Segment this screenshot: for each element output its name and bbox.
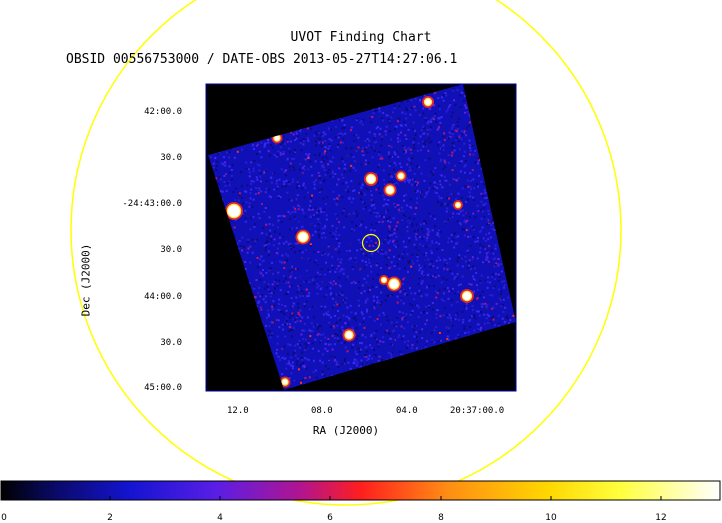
colorbar-tick-label: 4 — [217, 513, 223, 523]
star — [463, 292, 471, 300]
colorbar-tick-label: 12 — [655, 513, 666, 523]
x-tick-label: 12.0 — [227, 406, 249, 416]
star — [390, 280, 399, 289]
colorbar-tick-label: 0 — [1, 513, 7, 523]
chart-title: UVOT Finding Chart — [0, 30, 722, 45]
y-tick-label: 30.0 — [160, 245, 182, 255]
star — [425, 99, 431, 105]
star — [299, 233, 308, 242]
y-tick-label: 30.0 — [160, 338, 182, 348]
star — [283, 380, 288, 385]
x-tick-label: 20:37:00.0 — [450, 406, 504, 416]
chart-subtitle: OBSID 00556753000 / DATE-OBS 2013-05-27T… — [66, 52, 457, 67]
y-axis-label: Dec (J2000) — [80, 244, 93, 317]
star — [367, 175, 375, 183]
colorbar-tick-label: 10 — [545, 513, 556, 523]
star — [382, 278, 386, 282]
star — [399, 174, 404, 179]
star — [228, 205, 240, 217]
star — [387, 187, 394, 194]
y-tick-label: 42:00.0 — [144, 107, 182, 117]
x-tick-label: 04.0 — [396, 406, 418, 416]
star — [456, 203, 460, 207]
star — [346, 332, 353, 339]
colorbar-tick-label: 8 — [438, 513, 444, 523]
y-tick-label: 30.0 — [160, 153, 182, 163]
colorbar — [1, 481, 720, 500]
colorbar-tick-label: 2 — [107, 513, 113, 523]
y-tick-label: -24:43:00.0 — [122, 199, 182, 209]
colorbar-tick-label: 6 — [327, 513, 333, 523]
y-tick-label: 44:00.0 — [144, 292, 182, 302]
x-tick-label: 08.0 — [311, 406, 333, 416]
x-axis-label: RA (J2000) — [313, 424, 379, 437]
y-tick-label: 45:00.0 — [144, 383, 182, 393]
